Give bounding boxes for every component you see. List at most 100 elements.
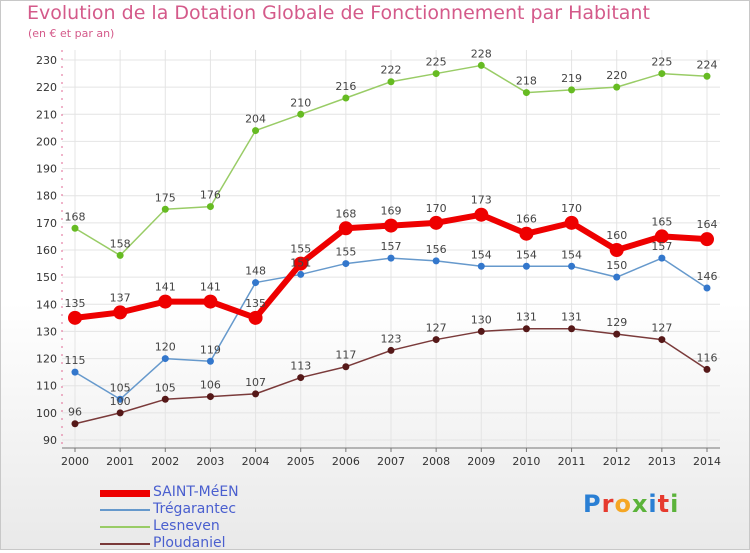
y-tick-label: 180 — [36, 190, 57, 203]
data-point — [71, 368, 79, 376]
x-tick-label: 2009 — [467, 455, 495, 468]
data-point — [161, 355, 169, 363]
data-point — [658, 336, 666, 344]
data-label: 135 — [65, 297, 86, 310]
x-tick-label: 2003 — [196, 455, 224, 468]
data-point — [477, 327, 485, 335]
data-label: 150 — [606, 259, 627, 272]
y-tick-label: 90 — [43, 434, 57, 447]
data-label: 218 — [516, 75, 537, 88]
logo-letter: i — [648, 490, 658, 518]
data-point — [432, 257, 440, 265]
data-label: 170 — [426, 202, 447, 215]
logo-letter: r — [601, 490, 615, 518]
data-label: 155 — [335, 246, 356, 259]
data-point — [613, 330, 621, 338]
data-point — [297, 110, 305, 118]
data-point — [161, 395, 169, 403]
y-tick-label: 140 — [36, 298, 57, 311]
data-label: 156 — [426, 243, 447, 256]
x-tick-label: 2008 — [422, 455, 450, 468]
data-point — [613, 273, 621, 281]
data-point — [568, 325, 576, 333]
axes: 90 100 110 120 130 140 150 160 170 180 190 200 210 22… — [36, 50, 721, 468]
x-tick-label: 2001 — [106, 455, 134, 468]
data-label: 168 — [65, 210, 86, 223]
data-label: 166 — [516, 213, 537, 226]
data-label: 210 — [290, 96, 311, 109]
data-point — [429, 215, 444, 230]
data-point — [68, 310, 82, 325]
data-label: 219 — [561, 72, 582, 85]
logo-letter: i — [670, 490, 680, 518]
y-tick-label: 130 — [36, 325, 57, 338]
y-tick-label: 170 — [36, 217, 57, 230]
data-point — [568, 86, 576, 94]
logo-letter: t — [657, 490, 671, 518]
legend-swatch — [100, 543, 150, 545]
data-label: 117 — [335, 349, 356, 362]
data-label: 106 — [200, 379, 221, 392]
data-label: 135 — [245, 297, 266, 310]
y-tick-label: 230 — [36, 54, 57, 67]
data-label: 105 — [155, 381, 176, 394]
data-point — [206, 203, 214, 211]
data-point — [203, 294, 218, 309]
data-label: 130 — [471, 313, 492, 326]
data-point — [342, 94, 350, 102]
y-tick-label: 210 — [36, 108, 57, 121]
data-label: 131 — [561, 311, 582, 324]
chart-title: Evolution de la Dotation Globale de Fonc… — [27, 2, 650, 24]
y-tick-label: 220 — [36, 81, 57, 94]
x-tick-label: 2011 — [558, 455, 586, 468]
data-label: 100 — [110, 395, 131, 408]
legend-swatch — [100, 489, 150, 497]
data-point — [342, 363, 350, 371]
data-point — [297, 270, 305, 278]
data-label: 123 — [381, 332, 402, 345]
data-point — [342, 260, 350, 268]
data-label: 164 — [697, 218, 718, 231]
data-label: 168 — [335, 207, 356, 220]
data-point — [703, 365, 711, 373]
data-label: 127 — [426, 322, 447, 335]
grid-lines — [62, 50, 720, 448]
data-point — [158, 294, 173, 309]
data-label: 160 — [606, 229, 627, 242]
data-label: 165 — [651, 215, 672, 228]
data-label: 176 — [200, 189, 221, 202]
data-label: 131 — [516, 311, 537, 324]
data-point — [613, 83, 621, 91]
data-point — [522, 262, 530, 270]
data-label: 216 — [335, 80, 356, 93]
data-label: 220 — [606, 69, 627, 82]
data-point — [703, 284, 711, 292]
data-label: 141 — [155, 281, 176, 294]
y-tick-label: 120 — [36, 353, 57, 366]
data-label: 119 — [200, 343, 221, 356]
data-label: 115 — [65, 354, 86, 367]
y-tick-label: 200 — [36, 135, 57, 148]
x-tick-label: 2010 — [512, 455, 540, 468]
data-point — [519, 226, 534, 241]
y-tick-label: 100 — [36, 407, 57, 420]
legend-label: SAINT-MéEN — [153, 484, 239, 500]
chart-subtitle: (en € et par an) — [28, 27, 115, 40]
data-label: 157 — [381, 240, 402, 253]
logo-letter: o — [614, 490, 632, 518]
data-label: 225 — [426, 56, 447, 69]
data-point — [252, 127, 260, 135]
x-tick-label: 2006 — [332, 455, 360, 468]
data-point — [609, 243, 624, 257]
data-label: 137 — [110, 291, 131, 304]
data-point — [387, 346, 395, 354]
data-point — [658, 254, 666, 262]
data-point — [432, 70, 440, 78]
x-tick-label: 2012 — [603, 455, 631, 468]
data-point — [387, 254, 395, 262]
data-point — [477, 262, 485, 270]
data-label: 146 — [697, 270, 718, 283]
data-label: 225 — [651, 56, 672, 69]
